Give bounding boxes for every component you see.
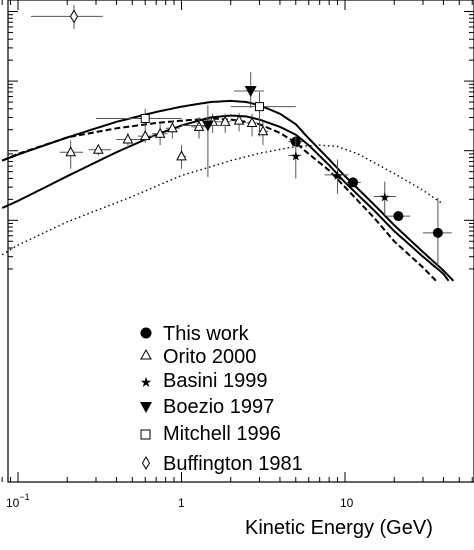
series-boezio-1997 <box>181 72 265 177</box>
model-curves <box>1 99 455 282</box>
series-mitchell-1996 <box>96 91 296 137</box>
legend-label: Orito 2000 <box>163 346 256 368</box>
legend-marker-filled-circle <box>140 327 152 339</box>
legend-item-boezio-1997: Boezio 1997 <box>140 396 274 418</box>
model-curve-dashed-2 <box>1 117 437 282</box>
legend-item-this-work: This work <box>140 323 250 345</box>
data-point-open-triangle <box>167 122 178 133</box>
data-point-open-diamond <box>69 9 79 24</box>
data-point-filled-circle <box>432 227 443 238</box>
legend-marker-open-triangle <box>140 348 152 360</box>
minor-ticks <box>1 0 474 482</box>
data-point-open-triangle <box>176 150 187 161</box>
legend-label: Boezio 1997 <box>163 396 274 418</box>
x-tick-label-0.1: 10−1 <box>6 492 30 510</box>
data-point-open-triangle <box>122 133 134 144</box>
series-this-work <box>288 136 452 267</box>
data-point-open-triangle <box>257 125 269 136</box>
data-point-open-triangle <box>154 127 166 138</box>
data-point-open-square <box>140 114 150 124</box>
legend-item-orito-2000: Orito 2000 <box>140 346 256 368</box>
x-axis-label: Kinetic Energy (GeV) <box>245 517 433 539</box>
data-point-open-triangle <box>139 130 151 141</box>
legend-label: Buffington 1981 <box>163 453 303 475</box>
data-points: ★ ★ ★ <box>30 4 452 267</box>
data-point-open-triangle <box>65 146 77 157</box>
x-tick-labels: 10−1 1 10 <box>6 492 354 510</box>
data-point-filled-triangle-down <box>201 120 214 132</box>
data-point-star: ★ <box>379 190 391 205</box>
legend-item-mitchell-1996: Mitchell 1996 <box>140 423 281 445</box>
legend-label: This work <box>163 323 250 345</box>
legend-marker-filled-triangle-down <box>140 402 152 413</box>
data-point-star: ★ <box>290 150 302 165</box>
model-curve-dotted-3 <box>1 144 444 256</box>
legend-item-basini-1999: ★ Basini 1999 <box>140 370 268 392</box>
data-point-filled-circle <box>348 177 359 188</box>
series-basini-1999: ★ ★ ★ <box>288 134 396 215</box>
model-curve-solid-1 <box>1 114 450 282</box>
data-point-open-triangle <box>219 115 231 126</box>
data-point-star: ★ <box>332 169 344 184</box>
data-point-open-triangle <box>93 143 104 154</box>
data-point-open-square <box>255 102 265 112</box>
series-buffington-1981 <box>30 4 103 30</box>
legend-label: Basini 1999 <box>163 370 268 392</box>
x-tick-label-10: 10 <box>340 496 354 510</box>
legend-label: Mitchell 1996 <box>163 423 281 445</box>
series-orito-2000 <box>59 112 269 169</box>
data-point-filled-circle <box>393 211 404 222</box>
x-tick-label-1: 1 <box>178 496 185 510</box>
legend-marker-open-diamond <box>141 456 151 470</box>
data-point-open-triangle <box>233 114 245 125</box>
legend-marker-open-square <box>140 429 151 440</box>
legend-marker-star: ★ <box>140 375 153 391</box>
legend-item-buffington-1981: Buffington 1981 <box>141 453 303 475</box>
data-point-filled-triangle-down <box>244 86 257 98</box>
model-curve-solid-0 <box>1 99 455 282</box>
data-point-open-triangle <box>193 120 205 131</box>
legend: This work Orito 2000 ★ Basini 1999 Boezi… <box>140 323 303 475</box>
data-point-open-triangle <box>246 116 258 128</box>
